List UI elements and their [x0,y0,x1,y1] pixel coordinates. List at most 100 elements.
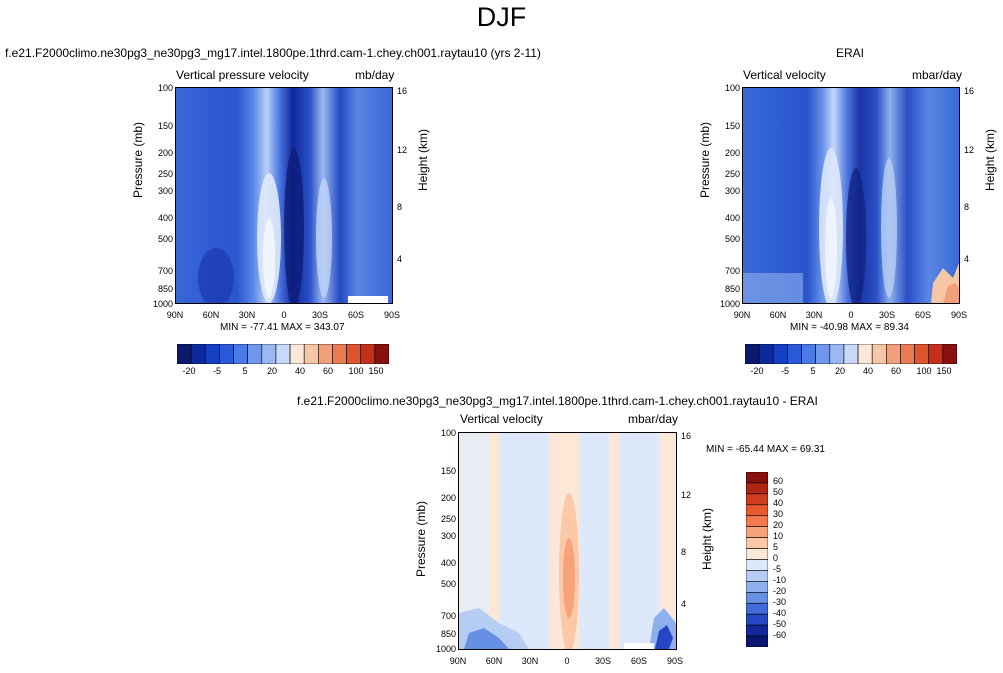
model-lat-tick: 60S [347,310,364,320]
diff-lat-tick: 30N [521,656,539,666]
obs-height-tick: 4 [964,254,970,264]
colorbar-swatch [886,343,901,365]
diff-colorbar-tick: 40 [773,498,784,508]
diff-pressure-tick: 850 [440,629,456,639]
model-colorbar-tick: 20 [266,366,277,376]
colorbar-swatch [303,343,319,365]
diff-lat-tick: 90N [449,656,467,666]
colorbar-swatch [745,624,769,637]
diff-lat-tick: 30S [594,656,611,666]
obs-lat-tick: 60N [769,310,787,320]
obs-colorbar-tick: 60 [890,366,901,376]
diff-pressure-tick: 150 [440,466,456,476]
colorbar-swatch [745,613,769,626]
obs-pressure-tick: 200 [724,148,740,158]
obs-pressure-tick: 150 [724,121,740,131]
diff-pressure-tick: 700 [440,611,456,621]
colorbar-swatch [745,581,769,593]
colorbar-swatch [332,343,347,365]
colorbar-swatch [219,343,234,365]
obs-pressure-tick: 100 [724,83,740,93]
colorbar-swatch [745,559,769,571]
model-pressure-tick: 500 [157,234,173,244]
obs-colorbar-tick: -20 [750,366,764,376]
diff-pressure-tick: 400 [440,558,456,568]
diff-colorbar-tick: -60 [773,630,787,640]
model-colorbar-tick: 150 [368,366,384,376]
diff-pressure-tick: 1000 [435,644,456,654]
diff-units-label: mbar/day [628,412,679,426]
obs-pressure-tick: 1000 [719,299,740,309]
obs-min-max-stats: MIN = -40.98 MAX = 89.34 [790,322,909,333]
obs-contour-plot [742,87,960,304]
diff-lat-tick: 60N [485,656,503,666]
diff-colorbar-tick: 50 [773,487,784,497]
obs-panel-title: ERAI [836,46,865,60]
model-pressure-tick: 1000 [152,299,173,309]
colorbar-swatch [815,343,831,365]
model-units-label: mb/day [355,68,395,82]
colorbar-swatch [275,343,291,365]
model-lat-tick: 30S [311,310,328,320]
obs-colorbar-tick: 40 [862,366,873,376]
colorbar-swatch [176,343,192,365]
diff-colorbar-tick: 5 [773,542,779,552]
model-height-axis-label: Height (km) [416,129,430,192]
obs-pressure-axis-label: Pressure (mb) [698,122,712,199]
diff-colorbar-tick: -20 [773,586,787,596]
obs-colorbar-tick: -5 [780,366,789,376]
model-colorbar-tick: 5 [242,366,248,376]
diff-lat-tick: 90S [666,656,683,666]
diff-colorbar [745,471,769,652]
colorbar-swatch [745,471,769,484]
model-pressure-tick: 850 [157,284,173,294]
obs-height-axis-label: Height (km) [983,129,997,192]
colorbar-swatch [744,343,760,365]
colorbar-swatch [900,343,915,365]
diff-lat-tick: 60S [630,656,647,666]
obs-lat-tick: 30N [805,310,823,320]
diff-colorbar-tick: -30 [773,597,787,607]
obs-height-tick: 12 [964,145,975,155]
obs-pressure-tick: 500 [724,234,740,244]
colorbar-swatch [801,343,816,365]
diff-pressure-tick: 300 [440,531,456,541]
diff-height-tick: 12 [681,490,692,500]
diff-pressure-tick: 250 [440,514,456,524]
colorbar-swatch [745,635,769,648]
colorbar-swatch [758,343,774,365]
diff-pressure-tick: 100 [440,428,456,438]
model-contour-plot [175,87,393,304]
obs-colorbar-tick: 5 [810,366,816,376]
model-colorbar-tick: -20 [182,366,196,376]
obs-pressure-tick: 250 [724,169,740,179]
obs-height-tick: 16 [964,86,975,96]
obs-colorbar-tick: 100 [916,366,932,376]
diff-colorbar-tick: 10 [773,531,784,541]
model-height-tick: 8 [397,202,403,212]
model-colorbar [176,343,390,369]
colorbar-swatch [745,602,769,615]
model-height-tick: 4 [397,254,403,264]
colorbar-swatch [745,537,769,549]
model-panel-title: f.e21.F2000climo.ne30pg3_ne30pg3_mg17.in… [5,46,541,60]
colorbar-swatch [829,343,845,365]
model-pressure-tick: 150 [157,121,173,131]
page-title: DJF [476,2,527,32]
diff-height-axis-label: Height (km) [700,508,714,571]
obs-pressure-tick: 400 [724,213,740,223]
diff-colorbar-tick: 20 [773,520,784,530]
colorbar-swatch [745,504,769,517]
diff-contour-plot [458,432,677,650]
colorbar-swatch [346,343,362,365]
colorbar-swatch [745,493,769,506]
diff-colorbar-tick: -5 [773,564,782,574]
diff-colorbar-tick: 0 [773,553,779,563]
obs-lat-tick: 60S [914,310,931,320]
diff-colorbar-tick: -50 [773,619,787,629]
colorbar-swatch [871,343,887,365]
diff-colorbar-tick: 30 [773,509,784,519]
colorbar-swatch [843,343,859,365]
colorbar-swatch [857,343,873,365]
model-pressure-axis-label: Pressure (mb) [131,122,145,199]
